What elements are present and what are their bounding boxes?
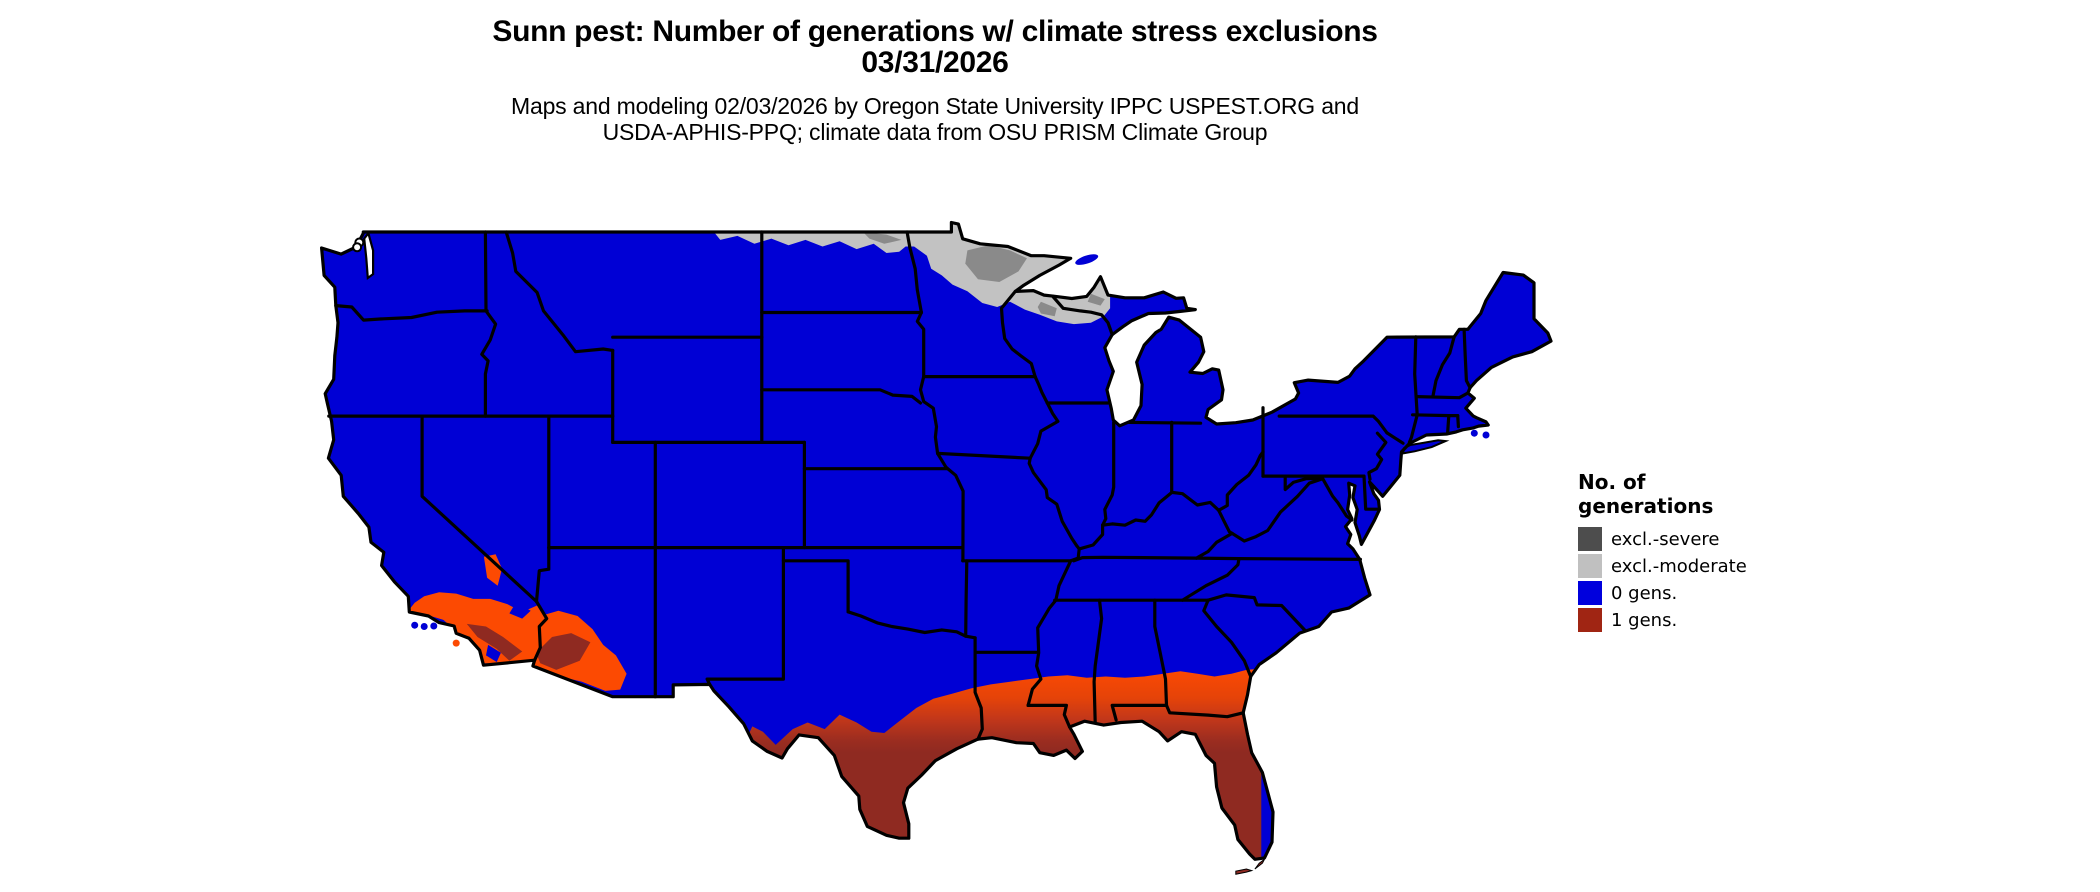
legend-title: No. of generations [1578, 470, 1858, 518]
legend-item: 1 gens. [1578, 608, 1858, 632]
legend-item-label: excl.-moderate [1611, 555, 1747, 577]
title-block: Sunn pest: Number of generations w/ clim… [180, 16, 1690, 145]
subtitle-credits: Maps and modeling 02/03/2026 by Oregon S… [511, 93, 1359, 119]
map-title: Sunn pest: Number of generations w/ clim… [492, 15, 1378, 48]
legend-items: excl.-severe excl.-moderate 0 gens. 1 gens. [1578, 527, 1858, 632]
map-date: 03/31/2026 [861, 46, 1009, 79]
legend-title-line1: No. of [1578, 470, 1646, 494]
legend-item-label: 1 gens. [1611, 609, 1678, 631]
legend-item: excl.-moderate [1578, 554, 1858, 578]
legend-swatch-3 [1578, 581, 1602, 605]
legend-item-label: excl.-severe [1611, 528, 1720, 550]
legend-item: 0 gens. [1578, 581, 1858, 605]
legend: No. of generations excl.-severe excl.-mod… [1578, 470, 1858, 635]
legend-item: excl.-severe [1578, 527, 1858, 551]
subtitle-climate-source: USDA-APHIS-PPQ; climate data from OSU PR… [602, 119, 1268, 145]
legend-swatch-1 [1578, 527, 1602, 551]
legend-title-line2: generations [1578, 494, 1714, 518]
subtitle-block: Maps and modeling 02/03/2026 by Oregon S… [180, 93, 1690, 145]
legend-item-label: 0 gens. [1611, 582, 1678, 604]
legend-swatch-4 [1578, 608, 1602, 632]
legend-swatch-2 [1578, 554, 1602, 578]
